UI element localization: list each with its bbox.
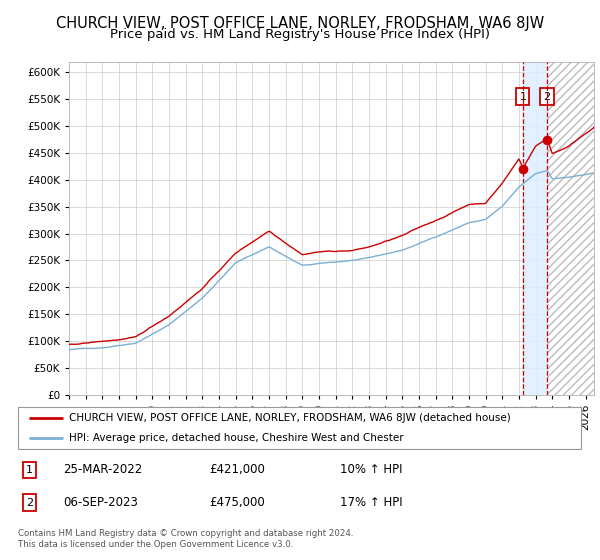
Text: 17% ↑ HPI: 17% ↑ HPI — [340, 496, 403, 509]
Text: CHURCH VIEW, POST OFFICE LANE, NORLEY, FRODSHAM, WA6 8JW (detached house): CHURCH VIEW, POST OFFICE LANE, NORLEY, F… — [69, 413, 511, 423]
Text: Price paid vs. HM Land Registry's House Price Index (HPI): Price paid vs. HM Land Registry's House … — [110, 28, 490, 41]
Text: HPI: Average price, detached house, Cheshire West and Chester: HPI: Average price, detached house, Ches… — [69, 433, 404, 443]
FancyBboxPatch shape — [18, 407, 581, 449]
Text: £475,000: £475,000 — [209, 496, 265, 509]
Text: 06-SEP-2023: 06-SEP-2023 — [64, 496, 139, 509]
Text: 10% ↑ HPI: 10% ↑ HPI — [340, 463, 403, 476]
Text: 1: 1 — [26, 465, 33, 475]
Text: 2: 2 — [26, 498, 33, 507]
Text: CHURCH VIEW, POST OFFICE LANE, NORLEY, FRODSHAM, WA6 8JW: CHURCH VIEW, POST OFFICE LANE, NORLEY, F… — [56, 16, 544, 31]
Text: 1: 1 — [520, 92, 526, 101]
Text: £421,000: £421,000 — [209, 463, 265, 476]
Text: 25-MAR-2022: 25-MAR-2022 — [64, 463, 143, 476]
Text: Contains HM Land Registry data © Crown copyright and database right 2024.
This d: Contains HM Land Registry data © Crown c… — [18, 529, 353, 549]
Bar — [547, 62, 594, 395]
Bar — [523, 62, 547, 395]
Text: 2: 2 — [544, 92, 551, 101]
